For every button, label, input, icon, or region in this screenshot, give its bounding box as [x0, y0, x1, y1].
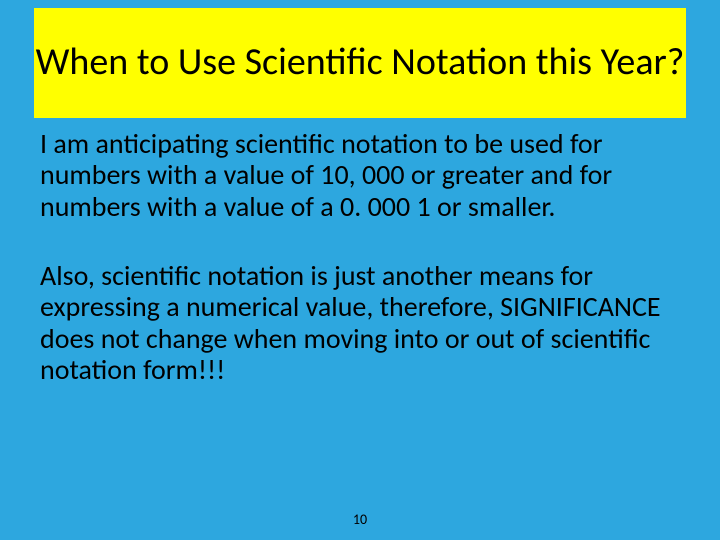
body-paragraph: Also, scientific notation is just anothe… — [40, 260, 680, 385]
slide-title: When to Use Scientific Notation this Yea… — [36, 42, 685, 84]
slide: When to Use Scientific Notation this Yea… — [0, 0, 720, 540]
body-paragraph: I am anticipating scientific notation to… — [40, 128, 680, 222]
page-number: 10 — [0, 511, 720, 528]
slide-body: I am anticipating scientific notation to… — [40, 128, 680, 386]
title-band: When to Use Scientific Notation this Yea… — [34, 8, 686, 118]
